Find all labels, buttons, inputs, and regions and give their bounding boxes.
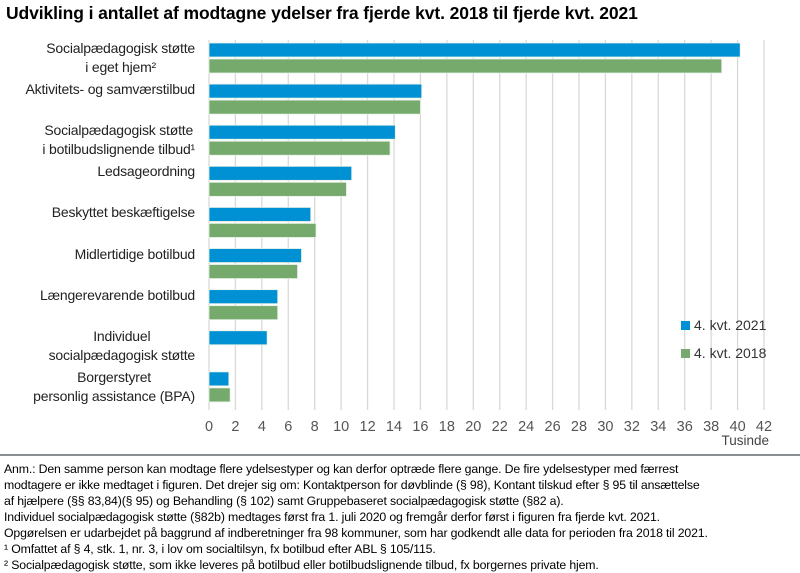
x-tick-label: 22 <box>492 419 508 435</box>
x-tick-label: 34 <box>650 419 666 435</box>
x-tick-label: 38 <box>703 419 719 435</box>
category-label-line: Socialpædagogisk støtte <box>46 40 195 56</box>
bar-2018 <box>208 140 391 156</box>
bar-2021 <box>208 165 353 181</box>
x-axis-unit-label: Tusinde <box>721 433 769 448</box>
x-tick-label: 28 <box>571 419 587 435</box>
x-tick-label: 20 <box>465 419 481 435</box>
category-label-line: personlig assistance (BPA) <box>33 387 195 404</box>
bar-chart: 0 2 4 6 8 10 12 14 16 18 20 22 24 26 28 30 32 34 36 38 40 42 <box>205 40 772 435</box>
note-line: modtagere er ikke medtaget i figuren. De… <box>4 478 700 492</box>
category-label-line: socialpædagogisk støtte <box>48 346 196 363</box>
chart-title: Udvikling i antallet af modtagne ydelser… <box>6 3 638 23</box>
category-label-line: Længerevarende botilbud <box>40 286 195 303</box>
note-line: Opgørelsen er udarbejdet på baggrund af … <box>4 526 708 540</box>
bar-2021 <box>208 42 741 58</box>
x-tick-label: 6 <box>284 419 292 435</box>
legend-label: 4. kvt. 2018 <box>694 345 767 361</box>
bar-2021 <box>208 207 312 222</box>
bar-2018 <box>208 181 347 197</box>
category-label-line: Ledsageordning <box>97 163 195 180</box>
note-line: Anm.: Den samme person kan modtage flere… <box>4 462 679 476</box>
category-label-line: i botilbudslignende tilbud¹ <box>42 141 195 158</box>
legend-item: 4. kvt. 2021 <box>681 317 766 333</box>
note-line: ² Socialpædagogisk støtte, som ikke leve… <box>4 558 599 572</box>
category-label-line: Beskyttet beskæftigelse <box>51 204 195 221</box>
bar-2021 <box>208 248 302 263</box>
category-label-line: Socialpædagogisk støtte <box>44 122 194 139</box>
x-tick-label: 14 <box>386 419 402 435</box>
x-tick-label: 8 <box>311 419 319 435</box>
bar-2021 <box>208 330 268 346</box>
x-tick-label: 4 <box>258 419 266 435</box>
category-label-line: Individuel <box>93 327 151 344</box>
category-label-line: Midlertidige botilbud <box>74 245 196 262</box>
x-tick-label: 0 <box>205 419 213 435</box>
bar-2021 <box>208 83 423 99</box>
category-label: Længerevarende botilbud <box>40 286 195 305</box>
x-tick-label: 12 <box>360 419 376 435</box>
category-label: Beskyttet beskæftigelse <box>52 203 195 222</box>
category-label-line: Borgerstyret <box>77 368 151 385</box>
category-label-line: i eget hjem² <box>85 59 157 75</box>
category-label: Individuel socialpædagogisk støtte <box>48 327 196 365</box>
legend-swatch <box>681 320 690 330</box>
bar-2018 <box>208 305 279 321</box>
note-line: Individuel socialpædagogisk støtte (§82b… <box>4 510 660 524</box>
x-tick-label: 32 <box>624 419 640 435</box>
category-label: Midlertidige botilbud <box>74 245 196 264</box>
category-label: Borgerstyret personlig assistance (BPA) <box>33 368 195 406</box>
bar-2018 <box>208 264 298 279</box>
legend-label: 4. kvt. 2021 <box>694 317 767 333</box>
legend-swatch <box>681 348 690 358</box>
category-label: Ledsageordning <box>97 162 195 181</box>
bar-2018 <box>208 387 231 403</box>
note-line: ¹ Omfattet af § 4, stk. 1, nr. 3, i lov … <box>4 542 436 556</box>
bar-2021 <box>208 371 230 387</box>
note-line: af hjælpere (§§ 83,84)(§ 95) og Behandli… <box>4 494 564 508</box>
x-tick-label: 36 <box>677 419 693 435</box>
x-tick-label: 18 <box>439 419 455 435</box>
bar-2018 <box>208 99 421 115</box>
x-tick-label: 40 <box>730 419 746 435</box>
bar-2018 <box>208 58 723 74</box>
bar-2018 <box>208 223 317 238</box>
legend-item: 4. kvt. 2018 <box>681 345 766 361</box>
bar-2021 <box>208 289 279 305</box>
x-tick-label: 24 <box>518 419 534 435</box>
notes: Anm.: Den samme person kan modtage flere… <box>4 461 800 573</box>
x-tick-label: 2 <box>231 419 239 435</box>
category-label: Socialpædagogisk støtte i botilbudslignen… <box>42 121 195 159</box>
category-label: Aktivitets- og samværstilbud <box>25 80 196 99</box>
bar-2021 <box>208 124 396 140</box>
category-label: Socialpædagogisk støtte i eget hjem² <box>46 39 195 77</box>
x-tick-label: 30 <box>597 419 613 435</box>
x-tick-label: 26 <box>545 419 561 435</box>
divider <box>0 454 800 456</box>
x-tick-label: 10 <box>333 419 349 435</box>
x-tick-label: 42 <box>756 419 772 435</box>
category-label-line: Aktivitets- og samværstilbud <box>25 81 196 98</box>
x-tick-label: 16 <box>412 419 428 435</box>
